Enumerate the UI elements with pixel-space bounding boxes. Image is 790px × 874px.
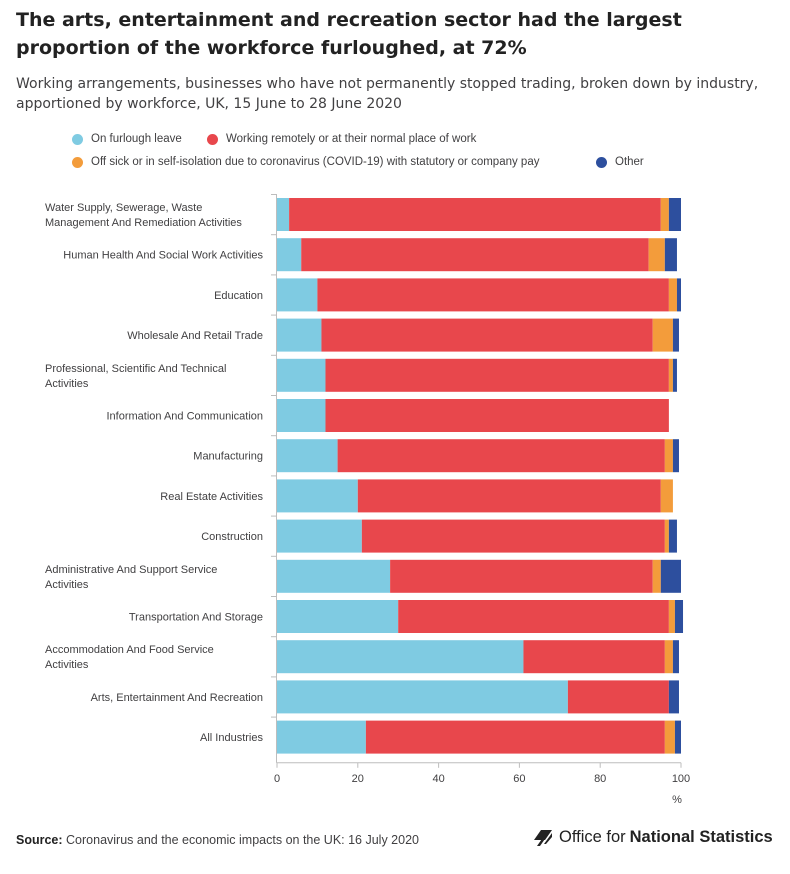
- bar-segment-series-0: [277, 519, 362, 553]
- x-tick-label: 100: [672, 773, 690, 785]
- bar-segment-series-1: [365, 720, 665, 754]
- x-tick-label: 80: [594, 773, 606, 785]
- bar-segment-series-3: [674, 720, 681, 754]
- bar-segment-series-0: [277, 238, 302, 272]
- category-label: Professional, Scientific And Technical: [45, 363, 226, 375]
- category-label: Education: [214, 290, 263, 302]
- category-label: Accommodation And Food Service: [45, 644, 214, 656]
- legend-label-working: Working remotely or at their normal plac…: [226, 133, 477, 145]
- bar-segment-series-3: [668, 519, 677, 553]
- bar-segment-series-2: [664, 640, 673, 674]
- legend-item-other[interactable]: Other: [596, 156, 644, 168]
- legend-swatch-furlough: [72, 133, 83, 145]
- bar-segment-series-1: [289, 198, 661, 231]
- category-label: All Industries: [200, 732, 263, 744]
- bar-segment-series-0: [277, 318, 322, 352]
- bar-segment-series-1: [337, 439, 665, 473]
- category-label: Manufacturing: [193, 451, 263, 463]
- bar-segment-series-0: [277, 600, 399, 633]
- bar-segment-series-3: [660, 559, 681, 593]
- bar-segment-series-2: [648, 238, 665, 272]
- category-label: Activities: [45, 378, 89, 390]
- bar-segment-series-2: [668, 358, 673, 392]
- bar-segment-series-1: [317, 278, 669, 312]
- category-label: Water Supply, Sewerage, Waste: [45, 202, 202, 214]
- bar-segment-series-1: [567, 680, 669, 714]
- legend-swatch-working: [207, 133, 218, 145]
- bar-segment-series-3: [672, 318, 679, 352]
- ons-logo-text-bold: National Statistics: [629, 827, 773, 846]
- category-label: Transportation And Storage: [129, 612, 263, 624]
- category-label: Administrative And Support Service: [45, 564, 217, 576]
- bar-segment-series-3: [676, 278, 681, 312]
- x-tick-label: 20: [352, 773, 364, 785]
- bar-segment-series-0: [277, 198, 290, 231]
- bar-segment-series-0: [277, 439, 338, 473]
- category-label: Management And Remediation Activities: [45, 217, 242, 229]
- bar-segment-series-2: [652, 559, 661, 593]
- legend-item-furlough[interactable]: On furlough leave: [72, 133, 182, 145]
- ons-logo-text-plain: Office for: [559, 827, 626, 846]
- source-note: Source: Coronavirus and the economic imp…: [16, 833, 419, 847]
- bar-segment-series-0: [277, 680, 568, 714]
- bar-segment-series-0: [277, 358, 326, 392]
- bar-segment-series-1: [321, 318, 653, 352]
- bar-segment-series-1: [523, 640, 665, 674]
- bar-segment-series-2: [664, 720, 675, 754]
- x-tick-label: 0: [274, 773, 280, 785]
- category-label: Construction: [201, 531, 263, 543]
- bar-segment-series-2: [664, 439, 673, 473]
- ons-logo-icon: [534, 830, 552, 846]
- bar-segment-series-3: [668, 198, 681, 231]
- source-label: Source:: [16, 833, 63, 847]
- bar-segment-series-1: [357, 479, 661, 513]
- bar-segment-series-2: [660, 198, 669, 231]
- bar-segment-series-3: [672, 358, 677, 392]
- bar-segment-series-0: [277, 399, 326, 432]
- bar-segment-series-1: [301, 238, 649, 272]
- category-label: Activities: [45, 579, 89, 591]
- bar-segment-series-0: [277, 559, 391, 593]
- bar-segment-series-1: [390, 559, 653, 593]
- category-label: Arts, Entertainment And Recreation: [91, 692, 263, 704]
- legend-item-sick[interactable]: Off sick or in self-isolation due to cor…: [72, 156, 539, 168]
- category-label: Real Estate Activities: [160, 491, 263, 503]
- bar-segment-series-1: [398, 600, 669, 633]
- legend-label-sick: Off sick or in self-isolation due to cor…: [91, 156, 540, 168]
- bar-segment-series-3: [672, 439, 679, 473]
- legend-item-working[interactable]: Working remotely or at their normal plac…: [207, 133, 476, 145]
- x-tick-label: 60: [513, 773, 525, 785]
- bar-segment-series-3: [674, 600, 684, 633]
- ons-logo[interactable]: Office for National Statistics: [532, 826, 773, 848]
- bar-segment-series-1: [361, 519, 665, 553]
- bar-segment-series-0: [277, 640, 524, 674]
- bar-segment-series-2: [668, 600, 675, 633]
- category-label: Wholesale And Retail Trade: [127, 330, 263, 342]
- bar-segment-series-2: [660, 479, 673, 513]
- category-label: Activities: [45, 659, 89, 671]
- legend-label-other: Other: [615, 156, 644, 168]
- chart-title: The arts, entertainment and recreation s…: [16, 9, 682, 59]
- x-axis-unit: %: [672, 794, 682, 806]
- bar-segment-series-0: [277, 479, 358, 513]
- stacked-bar-chart: Water Supply, Sewerage, Waste Management …: [45, 194, 690, 806]
- bar-segment-series-2: [668, 278, 677, 312]
- bar-segment-series-1: [325, 399, 669, 432]
- bar-segment-series-3: [672, 640, 679, 674]
- bar-segment-series-2: [652, 318, 673, 352]
- bar-segment-series-2: [664, 519, 669, 553]
- legend-label-furlough: On furlough leave: [91, 133, 182, 145]
- bar-segment-series-3: [664, 238, 677, 272]
- category-label: Human Health And Social Work Activities: [63, 250, 263, 262]
- bar-segment-series-3: [668, 680, 679, 714]
- legend-swatch-other: [596, 156, 607, 168]
- bar-segment-series-1: [325, 358, 669, 392]
- source-text: Coronavirus and the economic impacts on …: [62, 833, 419, 847]
- category-label: Information And Communication: [106, 411, 263, 423]
- legend-swatch-sick: [72, 156, 83, 168]
- bar-segment-series-0: [277, 720, 366, 754]
- x-tick-label: 40: [432, 773, 444, 785]
- bar-segment-series-0: [277, 278, 318, 312]
- chart-subtitle: Working arrangements, businesses who hav…: [16, 76, 759, 112]
